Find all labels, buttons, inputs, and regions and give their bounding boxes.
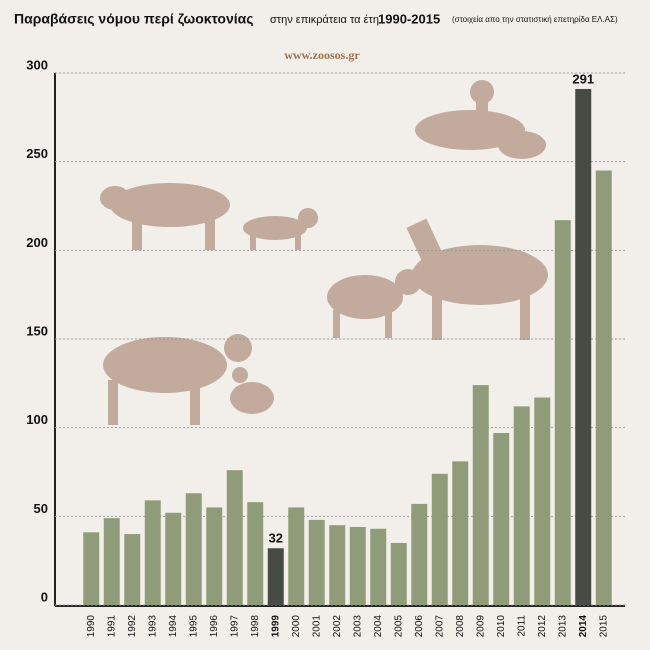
x-tick-label: 1991 [106, 615, 117, 638]
x-tick-label: 1997 [229, 615, 240, 638]
chart-source: (στοιχεία απο την στατιστική επετηρίδα Ε… [452, 15, 618, 24]
bar [431, 473, 448, 605]
x-tick-label: 2009 [475, 615, 486, 638]
x-tick-label: 1994 [168, 615, 179, 638]
bar [206, 507, 223, 605]
value-label: 291 [572, 71, 594, 86]
chart-period: 1990-2015 [378, 11, 440, 26]
x-tick-label: 2012 [537, 615, 548, 638]
bar [83, 532, 100, 605]
bar [308, 519, 325, 605]
x-tick-label: 2010 [496, 615, 507, 638]
y-tick-label: 100 [26, 412, 48, 427]
x-tick-label: 1996 [209, 615, 220, 638]
x-tick-label: 2015 [598, 615, 609, 638]
bar [288, 507, 305, 605]
bar [390, 542, 407, 605]
bar [185, 493, 202, 605]
bar [247, 502, 264, 605]
x-tick-label: 2007 [434, 615, 445, 638]
x-tick-label: 2006 [414, 615, 425, 638]
x-tick-label: 2011 [516, 615, 527, 637]
bar [493, 432, 510, 605]
y-tick-label: 200 [26, 235, 48, 250]
bar [370, 528, 387, 605]
bar [472, 385, 489, 605]
x-tick-label: 2003 [352, 615, 363, 638]
logo: www.zoosos.gr [284, 48, 360, 62]
bar [595, 170, 612, 606]
bar [124, 534, 141, 605]
x-tick-label: 1998 [250, 615, 261, 638]
bar [329, 525, 346, 605]
x-tick-label: 2014 [578, 615, 589, 638]
x-tick-label: 1995 [188, 615, 199, 638]
bar [103, 518, 120, 605]
x-tick-label: 2005 [393, 615, 404, 638]
x-tick-label: 2013 [557, 615, 568, 638]
y-tick-label: 300 [26, 57, 48, 72]
x-tick-label: 1992 [127, 615, 138, 638]
x-tick-label: 1993 [147, 615, 158, 638]
x-tick-label: 1990 [86, 615, 97, 638]
x-tick-label: 2000 [291, 615, 302, 638]
bar [513, 406, 530, 605]
bar [165, 512, 182, 605]
y-tick-label: 250 [26, 146, 48, 161]
y-tick-label: 0 [41, 589, 48, 604]
animal-illustrations [100, 80, 548, 425]
x-tick-label: 2004 [373, 615, 384, 638]
chart-title: Παραβάσεις νόμου περί ζωοκτονίας [14, 11, 254, 27]
bar [534, 397, 551, 605]
x-tick-label: 2001 [311, 615, 322, 638]
x-tick-label: 1999 [270, 615, 281, 638]
chart-subtitle: στην επικράτεια τα έτη [270, 14, 379, 26]
value-label: 32 [269, 531, 283, 546]
x-tick-label: 2008 [455, 615, 466, 638]
bar [575, 88, 592, 605]
y-tick-label: 50 [34, 501, 48, 516]
y-tick-label: 150 [26, 323, 48, 338]
x-tick-label: 2002 [332, 615, 343, 638]
bar [554, 220, 571, 606]
bar [411, 503, 428, 605]
bar [144, 500, 161, 605]
bar [226, 470, 243, 605]
bar [349, 526, 366, 605]
bar [267, 548, 284, 605]
bar [452, 461, 469, 605]
